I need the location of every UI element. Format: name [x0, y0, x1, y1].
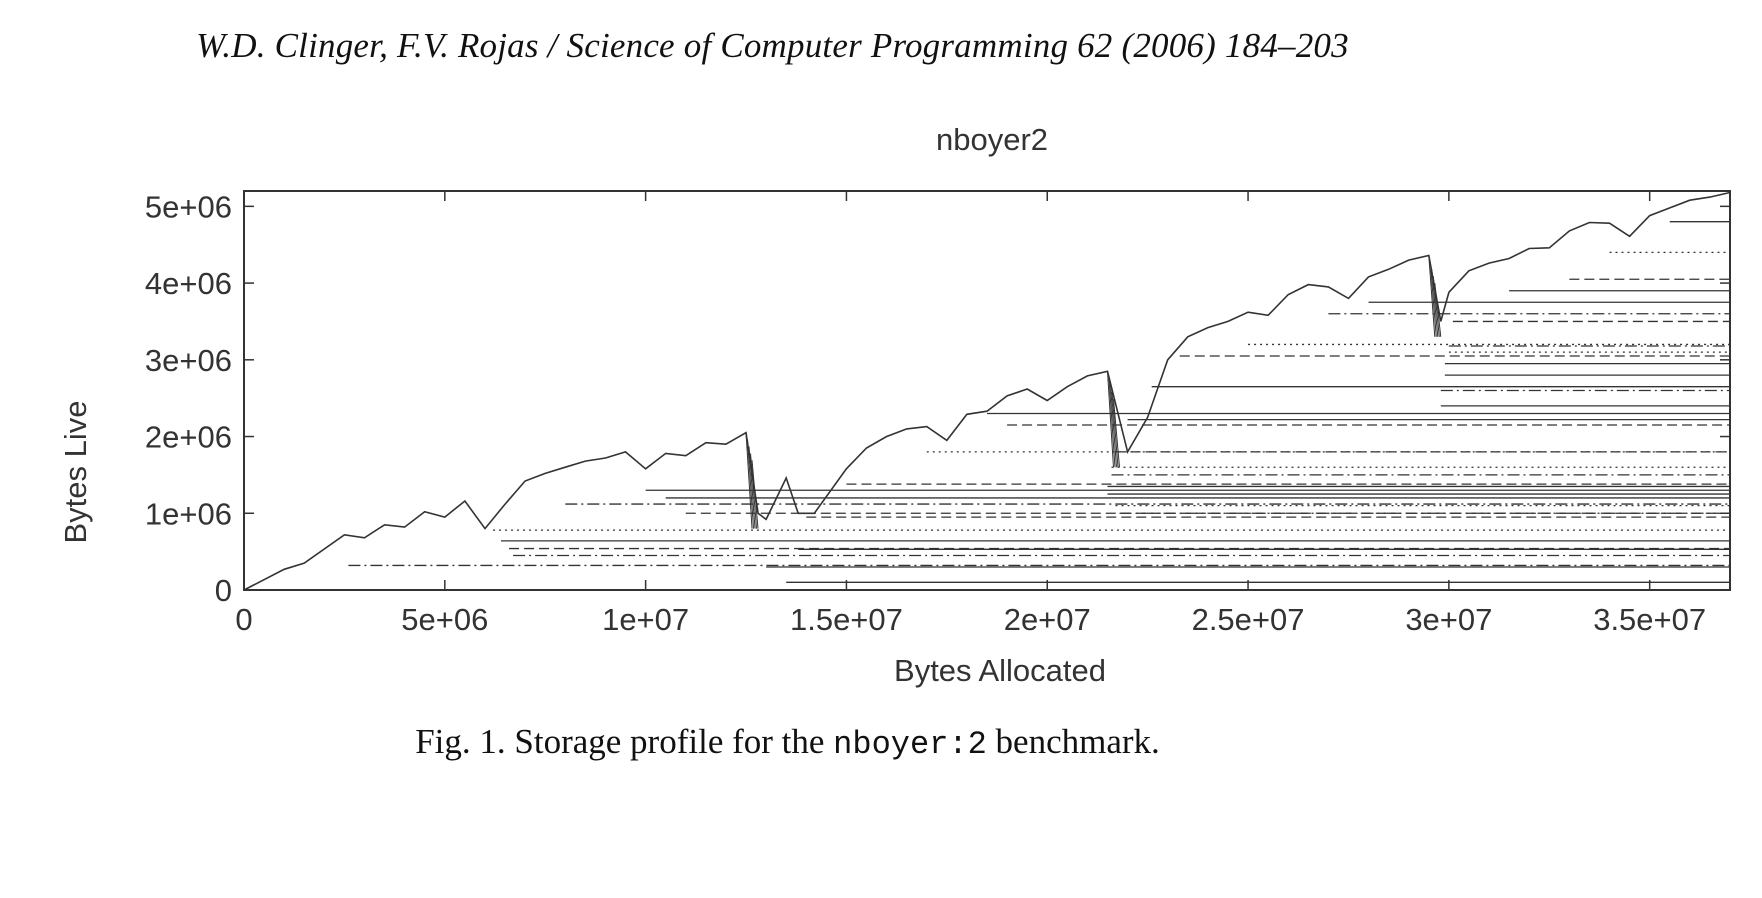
drop-line	[750, 453, 758, 529]
caption-suffix: benchmark.	[986, 722, 1160, 761]
drop-line	[1431, 269, 1439, 337]
x-axis-label: Bytes Allocated	[894, 653, 1106, 688]
figure-caption: Fig. 1. Storage profile for the nboyer:2…	[0, 722, 1575, 763]
chart-title: nboyer2	[936, 122, 1048, 157]
drop-line	[1429, 262, 1437, 337]
x-tick-label: 3.5e+07	[1593, 602, 1706, 637]
plot-frame	[243, 190, 1731, 591]
drop-line	[1428, 255, 1436, 337]
x-tick-label: 5e+06	[401, 602, 488, 637]
caption-code: nboyer:2	[833, 726, 987, 763]
drop-line	[1112, 398, 1120, 468]
y-tick-label: 3e+06	[145, 343, 232, 378]
y-tick-label: 1e+06	[145, 496, 232, 531]
drop-line	[745, 432, 753, 529]
y-tick-label: 4e+06	[145, 266, 232, 301]
caption-prefix: Fig. 1. Storage profile for the	[415, 722, 834, 761]
drop-line	[1109, 385, 1117, 468]
drop-line	[1111, 391, 1119, 468]
drop-line	[1432, 276, 1440, 337]
y-tick-label: 0	[215, 573, 232, 608]
x-tick-label: 2.5e+07	[1192, 602, 1305, 637]
x-tick-label: 1.5e+07	[790, 602, 903, 637]
y-axis-label: Bytes Live	[58, 400, 93, 543]
x-tick-label: 0	[235, 602, 252, 637]
x-tick-label: 2e+07	[1004, 602, 1091, 637]
y-tick-label: 2e+06	[145, 420, 232, 455]
drop-line	[1108, 378, 1116, 468]
axis-ticks: 0 5e+06 1e+07 1.5e+07 2e+07 2.5e+07 3e+07 3.5e+…	[145, 189, 1730, 637]
x-tick-label: 3e+07	[1405, 602, 1492, 637]
figure: nboyer2 Bytes Live Bytes Allocated 0 5e+0…	[0, 100, 1762, 720]
drop-line	[751, 460, 759, 529]
running-head: W.D. Clinger, F.V. Rojas / Science of Co…	[196, 26, 1349, 65]
y-tick-label: 5e+06	[145, 189, 232, 224]
drop-line	[1434, 283, 1442, 337]
storage-profile-chart: nboyer2 Bytes Live Bytes Allocated 0 5e+0…	[58, 122, 1731, 688]
retained-levels	[348, 221, 1730, 583]
total-live-line	[243, 191, 1731, 591]
x-tick-label: 1e+07	[602, 602, 689, 637]
drop-line	[747, 439, 755, 529]
drop-line	[748, 446, 756, 529]
drop-line	[1106, 371, 1114, 468]
collection-drops	[745, 255, 1442, 529]
series-layer	[243, 191, 1731, 591]
